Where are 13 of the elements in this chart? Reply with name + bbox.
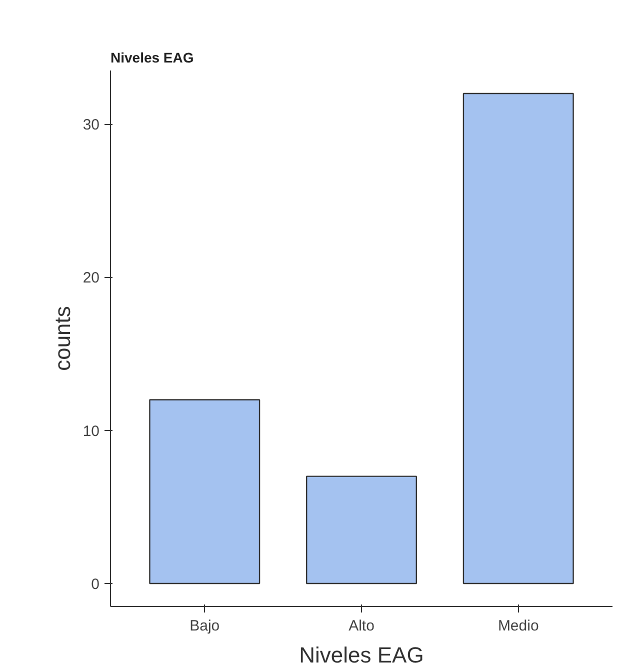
bar — [306, 476, 418, 584]
y-axis-title: counts — [50, 306, 75, 371]
chart-title: Niveles EAG — [110, 50, 194, 66]
x-axis-title: Niveles EAG — [299, 642, 424, 668]
x-tick-label: Alto — [348, 618, 374, 634]
y-tick-label: 0 — [91, 576, 100, 594]
x-tick-label: Medio — [498, 618, 539, 634]
bar — [149, 399, 260, 584]
y-tick-label: 30 — [82, 116, 100, 134]
x-tick-label: Bajo — [190, 618, 220, 634]
y-tick-label: 20 — [82, 270, 100, 287]
y-tick-label: 10 — [82, 422, 100, 440]
bar — [462, 92, 574, 584]
